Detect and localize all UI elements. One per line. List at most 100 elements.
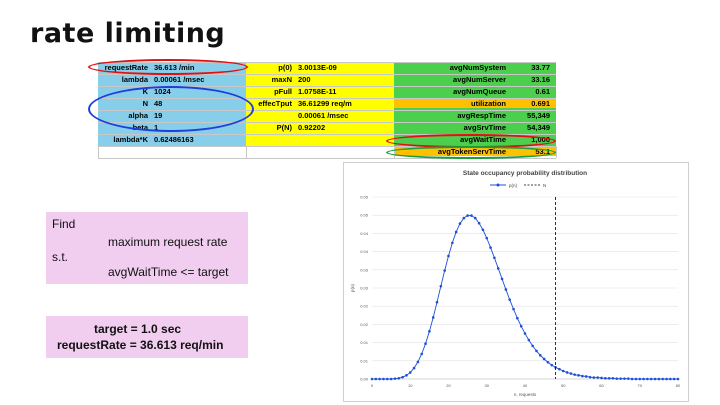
data-point-pn [489, 246, 492, 249]
data-point-pn [550, 363, 554, 367]
x-tick-label: 70 [638, 383, 643, 388]
data-point-pn [604, 376, 607, 380]
data-point-pn [592, 376, 596, 379]
data-point-pn [519, 324, 523, 328]
green-oval-token-serv [386, 146, 556, 159]
data-point-pn [454, 230, 458, 234]
legend-label-pn: p(n) [509, 183, 518, 188]
cell-label: avgNumServer [453, 75, 506, 84]
data-point-pn [378, 377, 381, 381]
data-point-pn [565, 371, 569, 374]
data-point-pn [523, 332, 527, 335]
data-point-pn [542, 357, 546, 361]
cell-value: 33.77 [531, 63, 550, 72]
data-point-pn [370, 377, 374, 381]
y-tick-label: 0.00 [360, 377, 369, 382]
data-point-pn [408, 371, 412, 374]
cell-value: 0.00061 /msec [298, 111, 349, 120]
cell-value: 0.691 [531, 99, 550, 108]
grid-line [98, 158, 556, 159]
series-line-pn [372, 215, 678, 380]
target-box: target = 1.0 sec requestRate = 36.613 re… [46, 316, 248, 358]
y-tick-label: 0.04 [360, 231, 369, 236]
legend-label-n: N [543, 183, 546, 188]
cell-label: maxN [271, 75, 292, 84]
data-point-pn [634, 377, 638, 381]
grid-line [98, 110, 556, 111]
find-line-1: Find [52, 217, 76, 231]
cell-value: 0.92202 [298, 123, 326, 132]
data-point-pn [420, 352, 424, 356]
grid-line [98, 146, 556, 147]
data-point-pn [531, 344, 534, 348]
data-point-pn [516, 316, 519, 320]
y-tick-label: 0.05 [360, 213, 369, 218]
red-oval-request-rate [88, 59, 248, 75]
grid-line [246, 146, 247, 158]
cell-value: 0.61 [535, 87, 550, 96]
y-tick-label: 0.02 [360, 322, 369, 327]
x-tick-label: 0 [371, 383, 374, 388]
data-point-pn [649, 377, 653, 381]
cell-label: avgSrvTime [463, 123, 506, 132]
data-point-pn [382, 377, 385, 381]
cell-value: 0.00061 /msec [154, 75, 205, 84]
grid-line [98, 98, 556, 99]
x-tick-label: 10 [408, 383, 413, 388]
data-point-pn [428, 330, 431, 333]
y-tick-label: 0.04 [360, 249, 369, 254]
cell-label: utilization [471, 99, 506, 108]
y-tick-label: 0.03 [360, 286, 369, 291]
data-point-pn [504, 288, 508, 291]
grid-line [98, 86, 556, 87]
cell-label: P(N) [276, 123, 292, 132]
data-point-pn [527, 338, 531, 342]
data-point-pn [462, 216, 466, 220]
slide-title: rate limiting [30, 18, 226, 49]
x-tick-label: 50 [561, 383, 566, 388]
data-point-pn [665, 377, 668, 381]
data-point-pn [569, 372, 573, 375]
data-point-pn [546, 360, 550, 364]
data-point-pn [451, 241, 454, 245]
data-point-pn [481, 228, 485, 232]
cell-label: avgNumQueue [453, 87, 506, 96]
cell-label: lambda*K [113, 135, 148, 144]
data-point-pn [676, 377, 680, 381]
x-tick-label: 80 [676, 383, 681, 388]
data-point-pn [431, 316, 435, 319]
data-point-pn [512, 307, 515, 311]
occupancy-chart: State occupancy probability distribution… [343, 162, 689, 402]
data-point-pn [470, 214, 473, 217]
blue-oval-params [88, 86, 254, 132]
cell-label: pFull [274, 87, 292, 96]
grid-line [556, 146, 557, 158]
utilization-highlight [394, 98, 556, 108]
data-point-pn [412, 366, 416, 370]
x-tick-label: 30 [485, 383, 490, 388]
grid-line [98, 74, 556, 75]
data-point-pn [485, 236, 489, 240]
x-tick-label: 20 [446, 383, 451, 388]
data-point-pn [615, 377, 619, 380]
data-point-pn [473, 216, 477, 220]
grid-line [98, 134, 556, 135]
x-axis-label: n, requests [514, 392, 537, 397]
y-tick-label: 0.01 [360, 358, 369, 363]
data-point-pn [646, 377, 649, 381]
data-point-pn [500, 277, 504, 281]
find-line-4: avgWaitTime <= target [108, 265, 229, 279]
data-point-pn [653, 377, 657, 381]
data-point-pn [466, 214, 469, 217]
data-point-pn [458, 222, 462, 225]
data-point-pn [630, 377, 634, 381]
find-line-2: maximum request rate [108, 235, 228, 249]
data-point-pn [669, 377, 672, 381]
data-point-pn [477, 221, 481, 225]
data-point-pn [600, 376, 603, 380]
data-point-pn [397, 376, 401, 380]
target-line-1: target = 1.0 sec [94, 322, 182, 336]
data-point-pn [596, 376, 599, 379]
data-point-pn [435, 300, 439, 304]
data-point-pn [439, 284, 443, 288]
